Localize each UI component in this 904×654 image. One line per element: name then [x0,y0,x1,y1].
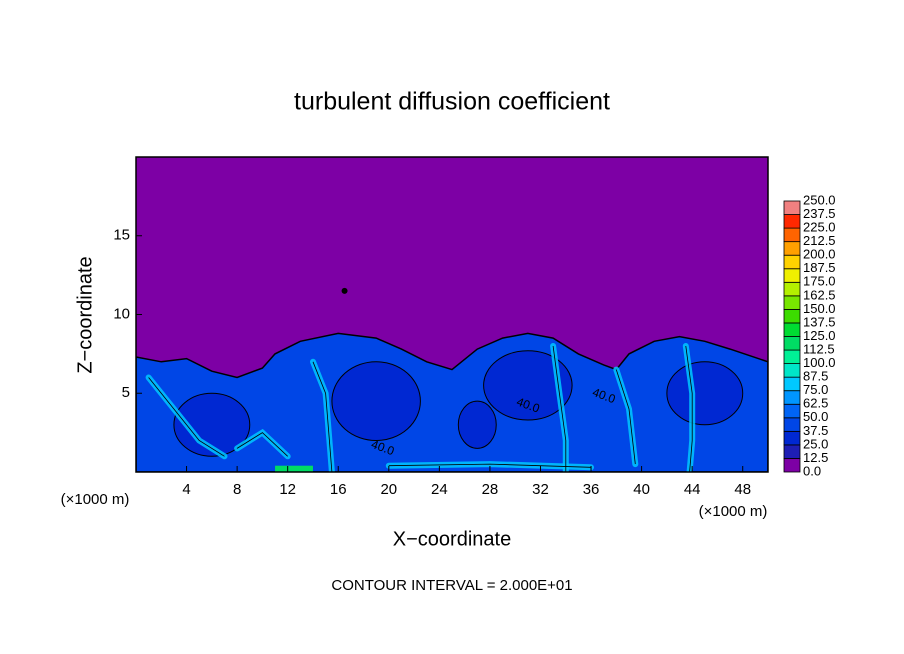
colorbar-bin [783,403,801,419]
colorbar-label: 162.5 [803,287,836,302]
colorbar-bin [783,349,801,364]
x-tick-label: 4 [182,481,190,498]
x-unit-label: (×1000 m) [61,491,130,508]
x-tick-label: 12 [279,481,296,498]
colorbar-bin [783,458,801,473]
colorbar-label: 62.5 [803,396,828,411]
field-core [457,400,497,449]
x-tick-label: 24 [431,481,448,498]
x-tick-label: 48 [734,481,751,498]
colorbar-bin [783,376,801,392]
contour-line [236,432,288,457]
colorbar-label: 87.5 [803,369,828,384]
colorbar-bin [783,417,801,432]
field-core [483,350,573,421]
colorbar-label: 200.0 [803,247,836,262]
colorbar-bin [783,308,801,324]
colorbar-bin [783,322,801,337]
field-floor [275,465,313,472]
field-core [331,361,421,441]
colorbar-label: 175.0 [803,274,836,289]
colorbar-bin [783,254,801,270]
x-tick-label: 40 [633,481,650,498]
contour-line [552,345,567,472]
field-core [666,361,744,426]
colorbar-bin [783,281,801,297]
field: 40.040.0 40.0 [135,156,769,473]
contour-line [148,377,225,457]
colorbar-bin [783,430,801,446]
colorbar-label: 225.0 [803,220,836,235]
chart-title: turbulent diffusion coefficient [294,88,610,116]
colorbar-label: 212.5 [803,233,836,248]
colorbar-label: 25.0 [803,436,828,451]
colorbar-bin [783,268,801,283]
colorbar-label: 50.0 [803,409,828,424]
colorbar-label: 250.0 [803,192,836,207]
colorbar-label: 137.5 [803,314,836,329]
colorbar-bin [783,295,801,310]
colorbar-bin [783,390,801,405]
colorbar-bin [783,444,801,459]
colorbar-bin [783,241,801,256]
y-tick-label: 5 [122,384,130,401]
annotation: CONTOUR INTERVAL = 2.000E+01 [331,577,572,594]
contour-line [388,463,592,468]
colorbar-label: 237.5 [803,206,836,221]
colorbar-label: 100.0 [803,355,836,370]
field-region [136,332,768,472]
x-tick-label: 16 [330,481,347,498]
colorbar-label: 37.5 [803,423,828,438]
x-tick-label: 28 [482,481,499,498]
contour-line [685,345,693,472]
colorbar-bin [783,227,801,243]
colorbar-label: 187.5 [803,260,836,275]
colorbar-bin [783,336,801,351]
colorbar-label: 12.5 [803,450,828,465]
contour-dot [341,287,348,294]
field-layer: 40.040.0 40.0 [136,157,768,472]
colorbar-label: 0.0 [803,463,821,478]
colorbar-bin [783,214,801,229]
y-axis-label: Z−coordinate [74,256,96,373]
x-tick-label: 36 [583,481,600,498]
y-tick-label: 15 [113,227,130,244]
x-tick-label: 8 [233,481,241,498]
y-tick-label: 10 [113,305,130,322]
x-tick-label: 44 [684,481,701,498]
field-core [173,392,251,457]
colorbar-bin [783,363,801,378]
colorbar-label: 112.5 [803,341,835,356]
contour-line [615,369,636,465]
x-tick-label: 32 [532,481,549,498]
x-tick-label: 20 [380,481,397,498]
x-unit-label: (×1000 m) [699,503,768,520]
colorbar-label: 150.0 [803,301,836,316]
colorbar-label: 125.0 [803,328,836,343]
colorbar-bin [783,200,801,215]
contour-line [312,361,333,472]
colorbar-label: 75.0 [803,382,828,397]
x-axis-label: X−coordinate [393,528,511,550]
